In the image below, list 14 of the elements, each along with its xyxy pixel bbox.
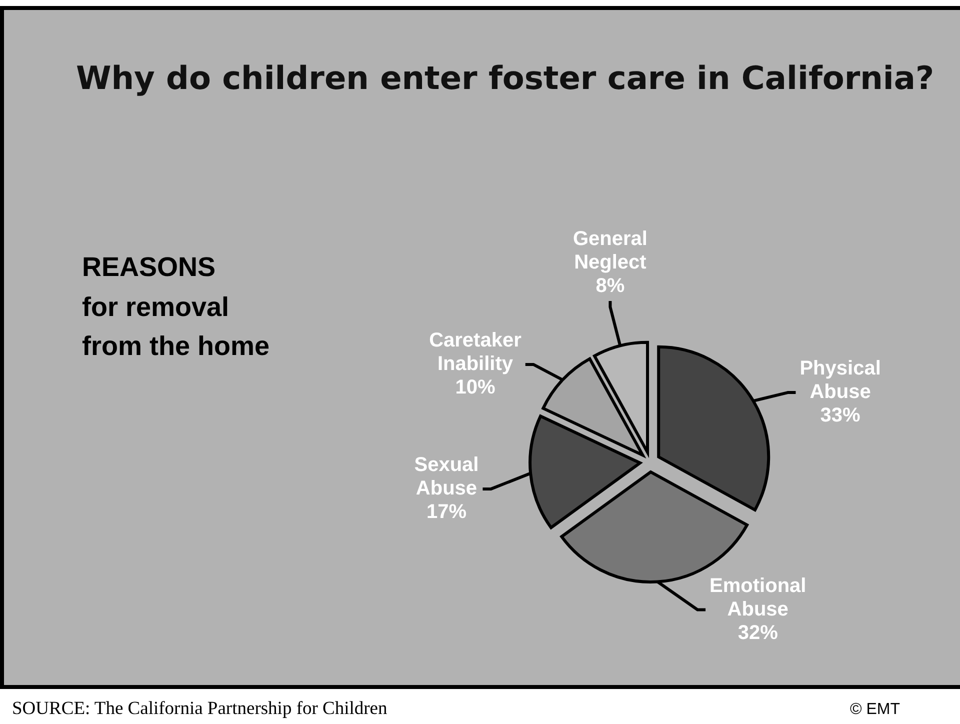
- chart-title: Why do children enter foster care in California?: [74, 58, 936, 99]
- data-label: 8%: [596, 274, 625, 297]
- source-note: SOURCE: The California Partnership for Children: [12, 698, 388, 720]
- text: © EMT: [850, 700, 900, 720]
- slice-label: Caretaker Inability: [429, 329, 522, 375]
- slice-label: Emotional Abuse: [710, 574, 806, 620]
- slice-label: General Neglect: [572, 228, 648, 274]
- data-label: 17%: [426, 501, 467, 524]
- data-label: 10%: [455, 376, 496, 398]
- data-label: 32%: [738, 622, 778, 644]
- text: REASONS for removal from the home: [82, 251, 270, 363]
- slice-label: Sexual Abuse: [414, 454, 479, 500]
- data-label: 33%: [820, 404, 861, 427]
- slice-label: Physical Abuse: [800, 358, 881, 404]
